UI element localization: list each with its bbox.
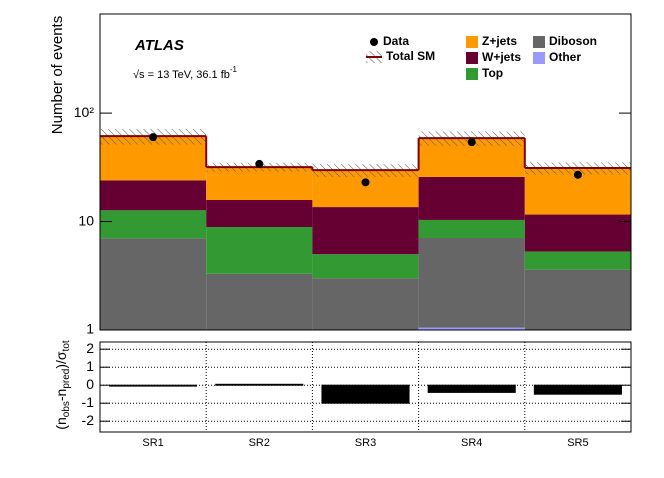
x-tick-label: SR4 <box>461 437 482 449</box>
legend-swatch <box>533 52 545 64</box>
stack-segment <box>312 207 419 255</box>
legend-marker <box>370 38 378 46</box>
label-part: (n <box>53 417 69 429</box>
pull-bar <box>109 384 198 387</box>
y-tick-label: 0 <box>86 376 94 392</box>
stack-segment <box>206 273 313 330</box>
data-point <box>361 178 370 187</box>
data-point <box>255 159 264 168</box>
legend-swatch <box>533 36 545 48</box>
stack-segment <box>206 167 313 201</box>
y-tick-label: 2 <box>86 340 94 356</box>
pull-bar <box>215 383 304 386</box>
stack-segment <box>418 219 525 239</box>
y-axis-label: Number of events <box>49 16 66 134</box>
label-part: -n <box>53 389 69 401</box>
annotation-superscript: -1 <box>230 65 238 74</box>
pull-bar <box>533 384 622 395</box>
pull-bar <box>427 384 516 393</box>
x-tick-label: SR3 <box>355 437 376 449</box>
x-tick-label: SR1 <box>142 437 163 449</box>
label-part: )/σ <box>53 351 69 369</box>
stack-segment <box>100 210 207 239</box>
legend-label: W+jets <box>482 50 521 64</box>
legend-swatch <box>466 52 478 64</box>
experiment-label: ATLAS <box>134 37 184 54</box>
legend-label: Z+jets <box>482 34 517 48</box>
label-subscript: pred <box>61 369 72 389</box>
y-tick-label: 10² <box>74 104 95 120</box>
legend-label: Total SM <box>386 49 435 63</box>
stack-segment <box>100 238 207 330</box>
stack-segment <box>418 327 525 330</box>
annotation: √s = 13 TeV, 36.1 fb-1 <box>133 65 238 81</box>
stack-segment <box>312 278 419 330</box>
stack-segment <box>100 180 207 211</box>
ratio-y-axis-label: (nobs-npred)/σtot <box>53 340 72 430</box>
legend-swatch <box>466 36 478 48</box>
legend-label: Top <box>482 66 503 80</box>
legend-label: Other <box>549 50 581 64</box>
pull-bar <box>321 384 410 404</box>
y-tick-label: 1 <box>86 358 94 374</box>
legend-label: Data <box>383 34 409 48</box>
stack-segment <box>206 227 313 274</box>
x-tick-label: SR2 <box>249 437 270 449</box>
stack-segment <box>524 269 631 330</box>
data-point <box>573 170 582 179</box>
x-tick-label: SR5 <box>567 437 588 449</box>
stack-segment <box>418 177 525 220</box>
plot-frame <box>99 13 632 331</box>
stack-segment <box>524 251 631 270</box>
stack-segment <box>312 254 419 279</box>
y-tick-label: 10 <box>78 212 94 228</box>
y-tick-label: -1 <box>82 394 95 410</box>
annotation-text: √s = 13 TeV, 36.1 fb <box>133 69 230 81</box>
plot-frame <box>99 341 632 433</box>
legend-swatch <box>466 68 478 80</box>
data-point <box>467 138 476 147</box>
stack-segment <box>206 200 313 228</box>
y-tick-label: -2 <box>82 412 95 428</box>
label-subscript: obs <box>61 401 72 417</box>
stack-segment <box>524 214 631 252</box>
data-point <box>149 133 158 142</box>
label-subscript: tot <box>61 340 72 351</box>
y-tick-label: 1 <box>86 321 94 337</box>
stack-segment <box>418 238 525 328</box>
legend-label: Diboson <box>549 34 597 48</box>
